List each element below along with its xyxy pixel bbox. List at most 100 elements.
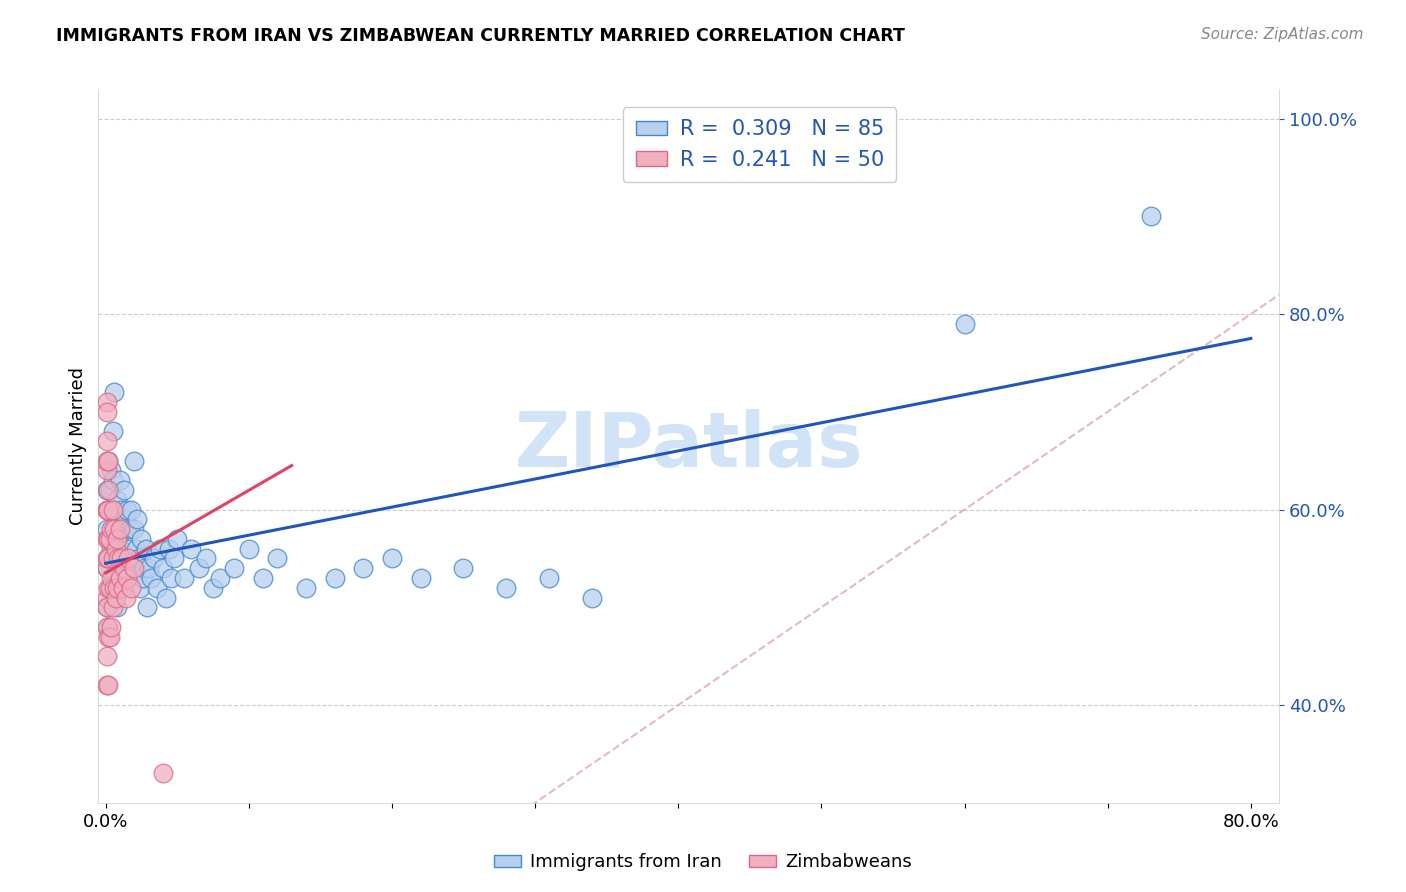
Point bbox=[495, 581, 517, 595]
Point bbox=[224, 561, 246, 575]
Point bbox=[152, 561, 174, 575]
Point bbox=[97, 483, 120, 497]
Point bbox=[100, 541, 122, 556]
Point bbox=[103, 522, 125, 536]
Point bbox=[96, 532, 118, 546]
Point bbox=[100, 502, 122, 516]
Point bbox=[100, 522, 122, 536]
Point bbox=[143, 551, 166, 566]
Point bbox=[122, 561, 145, 575]
Point bbox=[100, 463, 122, 477]
Point bbox=[110, 502, 132, 516]
Point bbox=[201, 581, 224, 595]
Point bbox=[105, 600, 128, 615]
Point bbox=[122, 453, 145, 467]
Point bbox=[96, 678, 118, 692]
Point bbox=[98, 581, 121, 595]
Point bbox=[352, 561, 374, 575]
Point bbox=[295, 581, 318, 595]
Point bbox=[105, 541, 128, 556]
Point bbox=[180, 541, 202, 556]
Point bbox=[97, 532, 120, 546]
Point bbox=[101, 522, 124, 536]
Point bbox=[101, 425, 124, 439]
Point bbox=[124, 541, 146, 556]
Point bbox=[101, 600, 124, 615]
Point bbox=[107, 532, 129, 546]
Point bbox=[101, 502, 124, 516]
Point bbox=[146, 581, 169, 595]
Point bbox=[112, 561, 135, 575]
Point bbox=[157, 541, 180, 556]
Legend: R =  0.309   N = 85, R =  0.241   N = 50: R = 0.309 N = 85, R = 0.241 N = 50 bbox=[623, 107, 896, 182]
Point bbox=[160, 571, 183, 585]
Point bbox=[138, 561, 160, 575]
Point bbox=[103, 581, 125, 595]
Point bbox=[96, 591, 118, 605]
Point bbox=[108, 541, 131, 556]
Point bbox=[112, 551, 135, 566]
Point bbox=[120, 581, 142, 595]
Point bbox=[453, 561, 475, 575]
Point bbox=[114, 591, 136, 605]
Point bbox=[108, 473, 131, 487]
Point bbox=[953, 317, 976, 331]
Point bbox=[141, 571, 163, 585]
Point bbox=[96, 483, 118, 497]
Legend: Immigrants from Iran, Zimbabweans: Immigrants from Iran, Zimbabweans bbox=[486, 847, 920, 879]
Point bbox=[98, 532, 121, 546]
Point bbox=[209, 571, 232, 585]
Point bbox=[135, 541, 157, 556]
Point bbox=[538, 571, 561, 585]
Point bbox=[173, 571, 195, 585]
Point bbox=[194, 551, 217, 566]
Point bbox=[96, 561, 118, 575]
Point bbox=[100, 571, 122, 585]
Point bbox=[103, 551, 125, 566]
Point bbox=[96, 649, 118, 664]
Point bbox=[97, 502, 120, 516]
Point bbox=[155, 591, 177, 605]
Point bbox=[97, 581, 120, 595]
Point bbox=[97, 551, 120, 566]
Point bbox=[118, 522, 141, 536]
Point bbox=[96, 522, 118, 536]
Point bbox=[96, 502, 118, 516]
Point bbox=[152, 766, 174, 780]
Point bbox=[238, 541, 260, 556]
Point bbox=[98, 630, 121, 644]
Point bbox=[581, 591, 603, 605]
Point bbox=[98, 483, 121, 497]
Point bbox=[134, 561, 156, 575]
Point bbox=[105, 492, 128, 507]
Point bbox=[252, 571, 274, 585]
Point bbox=[96, 502, 118, 516]
Point bbox=[120, 502, 142, 516]
Text: IMMIGRANTS FROM IRAN VS ZIMBABWEAN CURRENTLY MARRIED CORRELATION CHART: IMMIGRANTS FROM IRAN VS ZIMBABWEAN CURRE… bbox=[56, 27, 905, 45]
Point bbox=[166, 532, 188, 546]
Point bbox=[149, 541, 172, 556]
Point bbox=[101, 571, 124, 585]
Point bbox=[163, 551, 186, 566]
Point bbox=[409, 571, 432, 585]
Text: Source: ZipAtlas.com: Source: ZipAtlas.com bbox=[1201, 27, 1364, 42]
Y-axis label: Currently Married: Currently Married bbox=[69, 367, 87, 525]
Point bbox=[104, 591, 127, 605]
Point bbox=[107, 581, 129, 595]
Point bbox=[108, 571, 131, 585]
Point bbox=[96, 551, 118, 566]
Point bbox=[115, 571, 138, 585]
Point bbox=[97, 502, 120, 516]
Text: ZIPatlas: ZIPatlas bbox=[515, 409, 863, 483]
Point bbox=[115, 502, 138, 516]
Point bbox=[105, 532, 128, 546]
Point bbox=[323, 571, 346, 585]
Point bbox=[97, 620, 120, 634]
Point bbox=[97, 678, 120, 692]
Point bbox=[96, 620, 118, 634]
Point bbox=[96, 405, 118, 419]
Point bbox=[96, 395, 118, 409]
Point bbox=[125, 512, 148, 526]
Point bbox=[114, 512, 136, 526]
Point bbox=[111, 581, 134, 595]
